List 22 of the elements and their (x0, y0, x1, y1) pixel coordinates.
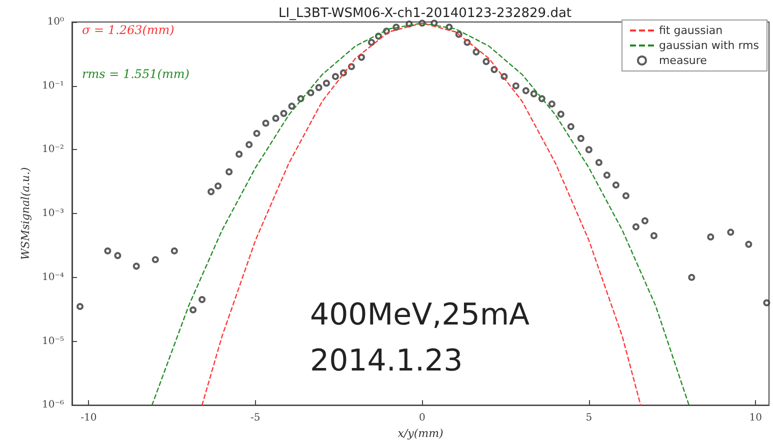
x-tick-label: -10 (80, 412, 97, 424)
y-tick-label: 10⁰ (47, 16, 64, 28)
y-axis-title: WSMsignal(a.u.) (19, 167, 32, 260)
legend-label: measure (658, 54, 708, 67)
y-tick-label: 10⁻⁴ (42, 272, 64, 283)
annotation: 2014.1.23 (310, 344, 463, 378)
x-axis-title: x/y(mm) (398, 427, 444, 440)
x-tick-label: -5 (250, 412, 260, 424)
chart-title: LI_L3BT-WSM06-X-ch1-20140123-232829.dat (278, 6, 572, 21)
y-tick-label: 10⁻⁵ (42, 336, 64, 347)
y-tick-label: 10⁻¹ (42, 80, 64, 92)
annotation: 400MeV,25mA (310, 298, 530, 332)
legend-label: fit gaussian (658, 24, 723, 37)
legend-label: gaussian with rms (658, 39, 760, 52)
annotation: σ = 1.263(mm) (82, 23, 175, 37)
x-tick-label: 5 (586, 412, 592, 424)
x-tick-label: 0 (418, 412, 426, 424)
y-tick-label: 10⁻⁶ (42, 400, 64, 411)
y-tick-label: 10⁻³ (42, 208, 64, 220)
x-tick-label: 10 (749, 412, 762, 424)
y-tick-label: 10⁻² (42, 144, 64, 156)
annotation: rms = 1.551(mm) (82, 67, 190, 81)
